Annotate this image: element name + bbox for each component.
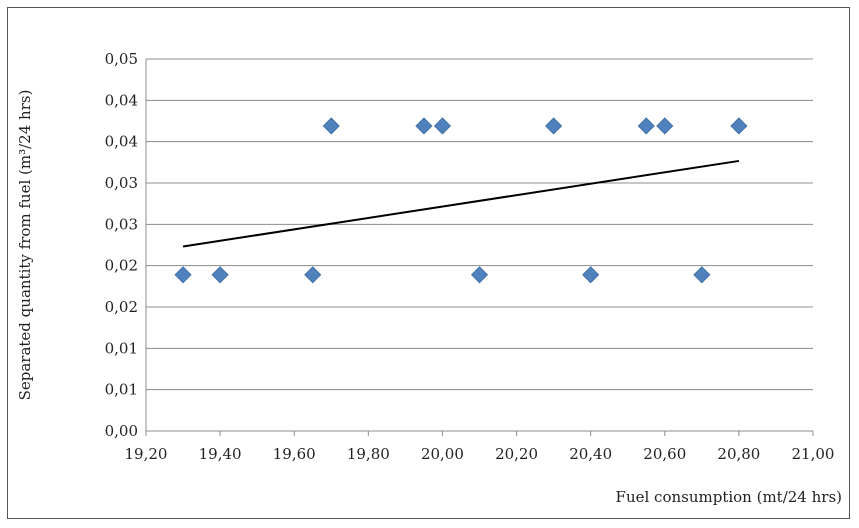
y-axis-tick-labels: 0,00 0,01 0,01 0,02 0,02 0,03 0,03 0,04 0,04 0,05 <box>105 50 138 440</box>
data-point <box>415 117 433 135</box>
y-tick-label: 0,01 <box>105 381 138 399</box>
y-tick-label: 0,02 <box>105 298 138 316</box>
x-axis-title: Fuel consumption (mt/24 hrs) <box>616 488 842 506</box>
chart-frame <box>7 7 850 519</box>
y-tick-label: 0,01 <box>105 339 138 357</box>
y-tick-label: 0,05 <box>105 50 138 68</box>
y-tick-label: 0,03 <box>105 215 138 233</box>
y-tick-label: 0,04 <box>105 91 138 109</box>
data-point <box>637 117 655 135</box>
data-points <box>174 117 748 284</box>
data-point <box>470 266 489 284</box>
y-tick-label: 0,03 <box>105 174 138 192</box>
x-tick-label: 21,00 <box>792 445 835 463</box>
data-point <box>322 117 340 135</box>
data-point <box>211 266 229 284</box>
trend-line-layer <box>182 159 740 248</box>
data-point <box>656 117 674 135</box>
x-tick-label: 19,40 <box>199 445 242 463</box>
trend-line <box>182 159 740 248</box>
x-tick-label: 20,00 <box>421 445 464 463</box>
data-point <box>304 266 322 284</box>
x-axis-tick-labels: 19,20 19,40 19,60 19,80 20,00 20,20 20,40 20,60… <box>125 445 835 463</box>
data-point <box>545 117 563 135</box>
x-tick-label: 20,40 <box>569 445 612 463</box>
data-point <box>582 266 600 284</box>
x-tick-label: 20,60 <box>643 445 686 463</box>
y-tick-label: 0,00 <box>105 422 138 440</box>
data-point <box>433 117 452 135</box>
data-point <box>730 117 748 135</box>
x-tick-label: 19,20 <box>125 445 168 463</box>
data-point <box>693 266 711 284</box>
x-tick-label: 19,80 <box>347 445 390 463</box>
axes <box>145 59 814 436</box>
data-point <box>174 266 192 284</box>
y-tick-label: 0,04 <box>105 133 138 151</box>
x-tick-label: 19,60 <box>273 445 316 463</box>
x-tick-label: 20,20 <box>495 445 538 463</box>
gridlines <box>146 58 813 391</box>
x-tick-label: 20,80 <box>717 445 760 463</box>
y-axis-title: Separated quantity from fuel (m³/24 hrs) <box>16 90 34 401</box>
y-tick-label: 0,02 <box>105 257 138 275</box>
